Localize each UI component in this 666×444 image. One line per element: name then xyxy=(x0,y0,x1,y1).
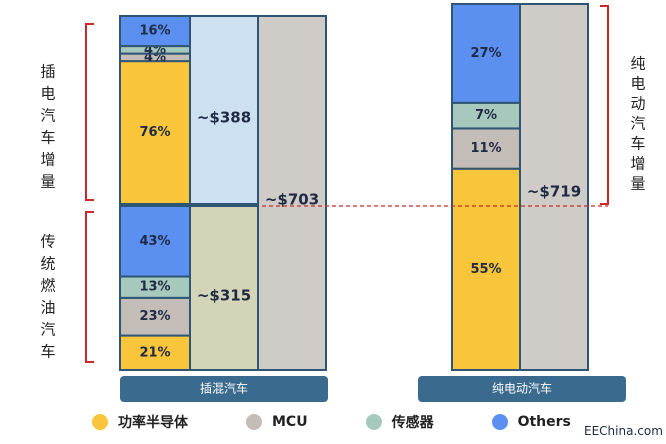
legend-item-0: 功率半导体 xyxy=(92,412,188,432)
phev-increment-segment-label-3: 16% xyxy=(139,24,170,39)
phev-base-total-bar xyxy=(189,205,259,371)
legend-item-1: MCU xyxy=(246,414,308,430)
bev-segment-1 xyxy=(451,127,521,170)
bev-increment-bracket-label-char-1: 电 xyxy=(630,75,645,93)
bev-segment-label-3: 27% xyxy=(470,46,501,61)
phev-base-segment-label-2: 13% xyxy=(139,280,170,295)
bev-total-bar xyxy=(519,3,589,371)
bev-segment-label-0: 55% xyxy=(470,262,501,277)
bev-increment-bracket-label-char-6: 量 xyxy=(630,175,645,193)
phev-increment-segment-3 xyxy=(119,15,191,48)
watermark: EEChina.com xyxy=(584,424,663,438)
phev-base-total-label: ~$315 xyxy=(197,287,251,305)
phev-base-bracket-label-char-1: 统 xyxy=(40,255,55,273)
bev-increment-bracket-label-char-3: 汽 xyxy=(630,115,645,133)
legend-label-2: 传感器 xyxy=(391,415,434,431)
phev-increment-bracket xyxy=(85,23,94,201)
bev-increment-bracket-label-char-0: 纯 xyxy=(630,55,645,73)
phev-base-bracket-label-char-5: 车 xyxy=(40,343,55,361)
phev-increment-bracket-label-char-5: 量 xyxy=(40,173,55,191)
phev-increment-segment-0 xyxy=(119,60,191,206)
legend-swatch-2 xyxy=(365,414,382,430)
phev-base-segment-label-3: 43% xyxy=(139,234,170,249)
legend-label-3: Others xyxy=(517,414,571,430)
phev-increment-bracket-label-char-4: 增 xyxy=(40,151,55,169)
legend-item-2: 传感器 xyxy=(365,412,434,432)
phev-grand-total-label: ~$703 xyxy=(265,191,319,209)
phev-base-bracket-label-char-3: 油 xyxy=(40,299,55,317)
bev-group-bar xyxy=(418,376,626,402)
phev-base-bracket-label-char-4: 汽 xyxy=(40,321,55,339)
legend-swatch-3 xyxy=(491,414,508,430)
phev-grand-total-bar xyxy=(257,15,327,371)
phev-increment-segment-label-0: 76% xyxy=(139,125,170,140)
bev-increment-bracket-label-char-4: 车 xyxy=(630,135,645,153)
bev-total-label: ~$719 xyxy=(527,183,581,201)
phev-base-bracket xyxy=(85,211,94,363)
phev-base-segment-label-0: 21% xyxy=(139,345,170,360)
bev-increment-bracket-label-char-5: 增 xyxy=(630,155,645,173)
phev-increment-bracket-label-char-0: 插 xyxy=(40,63,55,81)
legend-label-1: MCU xyxy=(272,414,308,430)
phev-base-bracket-label-char-0: 传 xyxy=(40,233,55,251)
phev-base-segment-label-1: 23% xyxy=(139,309,170,324)
legend-item-3: Others xyxy=(491,414,571,430)
phev-group-label: 插混汽车 xyxy=(200,381,248,396)
phev-increment-total-label: ~$388 xyxy=(197,109,251,127)
bev-segment-label-2: 7% xyxy=(475,108,497,123)
phev-base-segment-0 xyxy=(119,334,191,371)
legend-swatch-0 xyxy=(92,414,108,430)
legend: 功率半导体 MCU 传感器 Others xyxy=(92,412,629,432)
bev-group-label: 纯电动汽车 xyxy=(492,381,552,396)
phev-increment-bracket-label-char-2: 汽 xyxy=(40,107,55,125)
bev-increment-bracket-label-char-2: 动 xyxy=(630,95,645,113)
phev-base-bracket-label-char-2: 燃 xyxy=(40,277,55,295)
legend-label-0: 功率半导体 xyxy=(118,415,188,431)
bev-segment-3 xyxy=(451,3,521,104)
bev-segment-label-1: 11% xyxy=(470,141,501,156)
legend-swatch-1 xyxy=(246,414,262,430)
phev-increment-bracket-label-char-3: 车 xyxy=(40,129,55,147)
phev-increment-bracket-label-char-1: 电 xyxy=(40,85,55,103)
bev-increment-bracket xyxy=(600,5,609,205)
phev-group-bar xyxy=(120,376,328,402)
